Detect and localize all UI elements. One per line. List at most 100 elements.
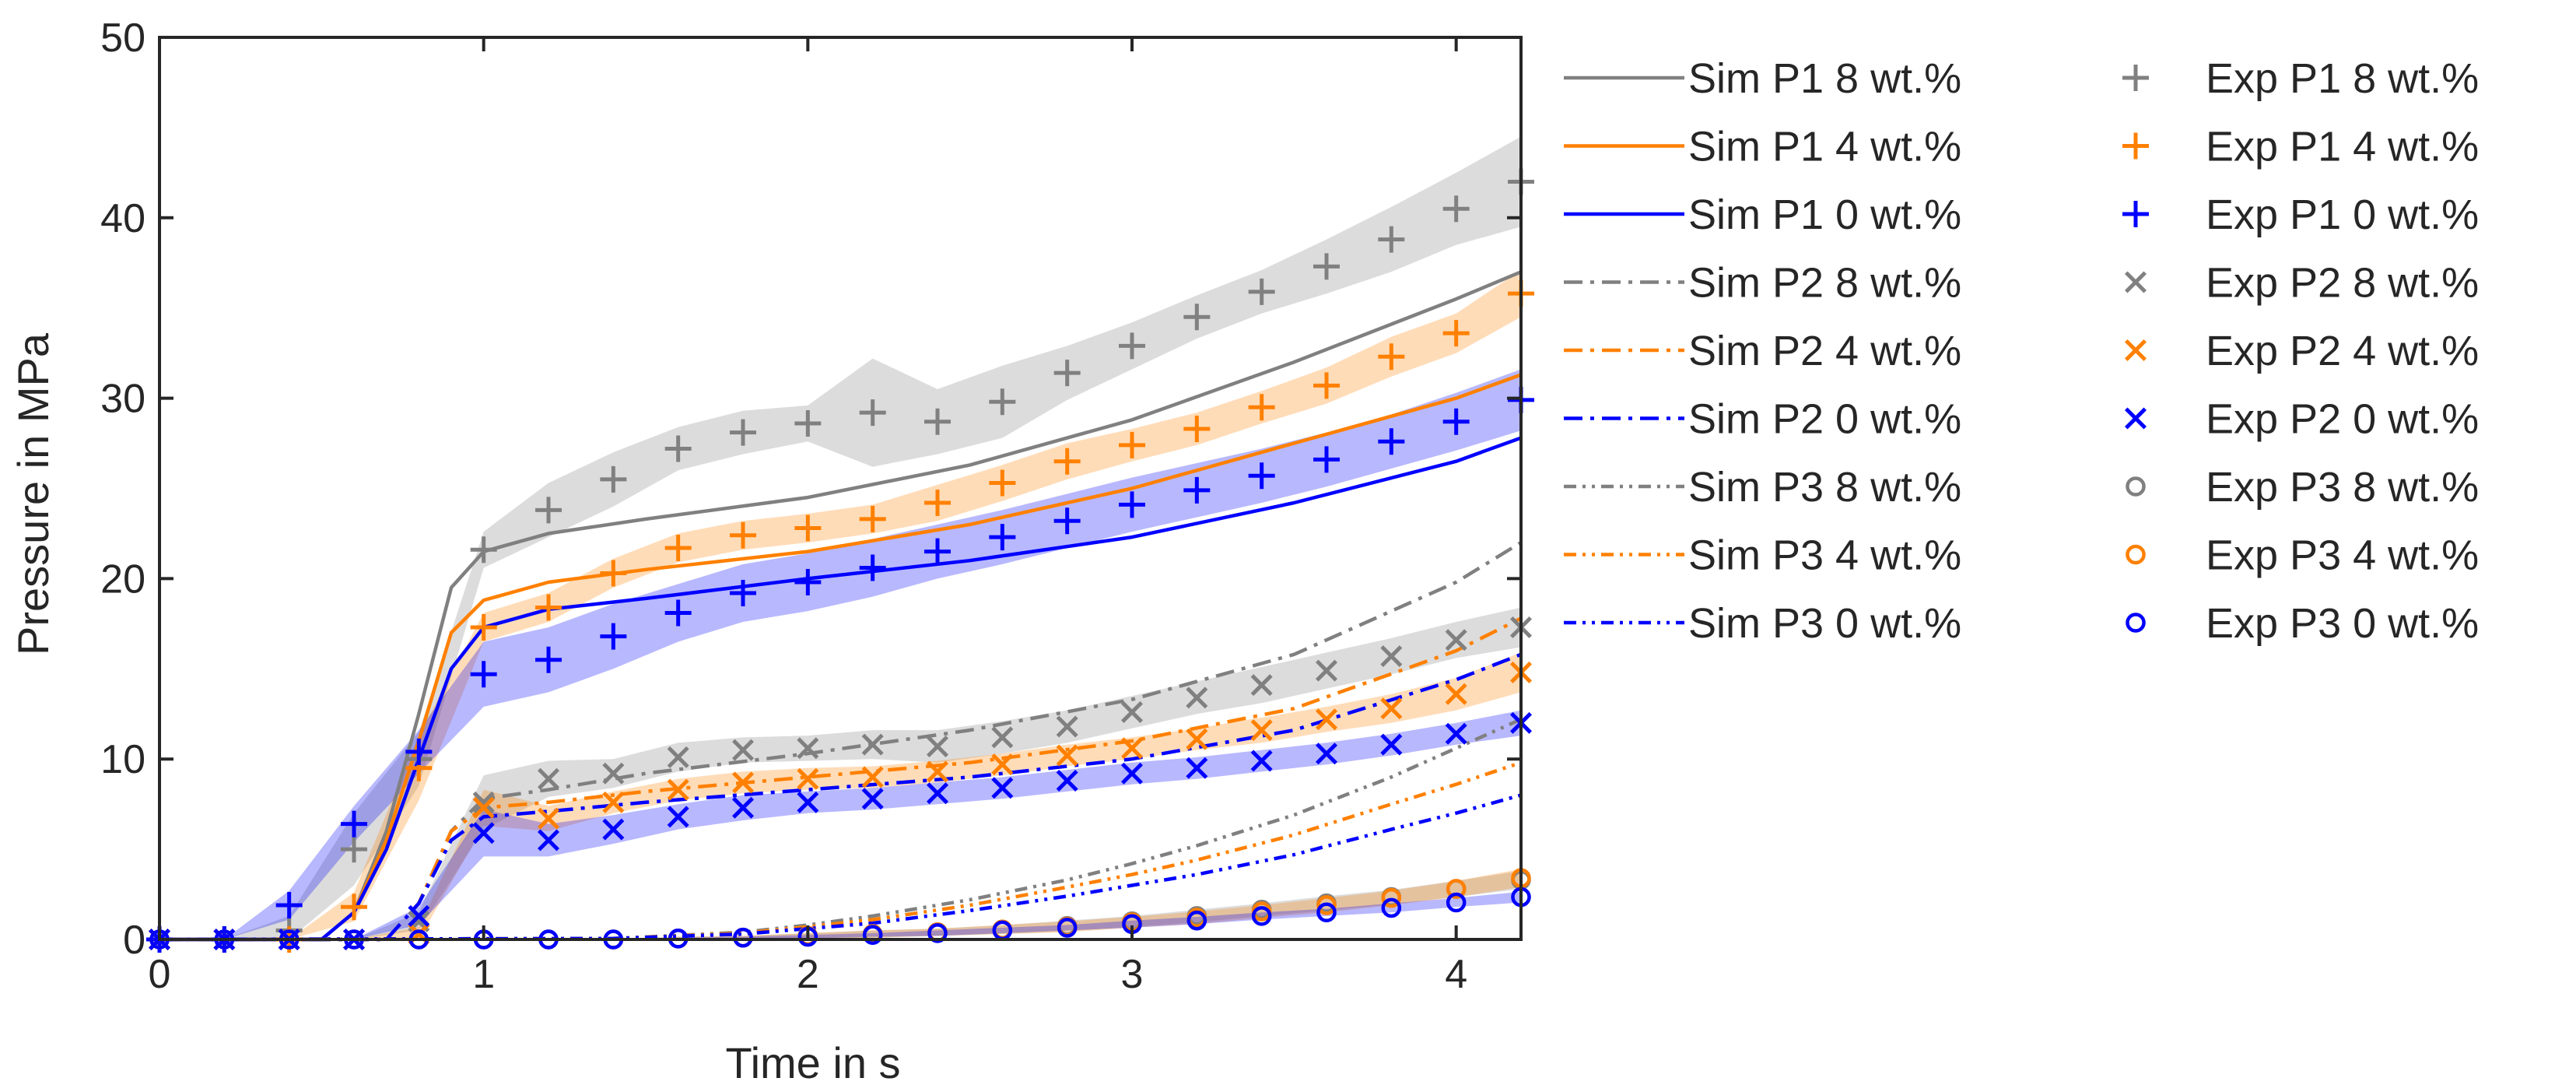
legend-marker bbox=[2122, 132, 2149, 160]
x-tick-label: 1 bbox=[472, 952, 495, 997]
exp-marker bbox=[664, 435, 692, 462]
exp-marker bbox=[1120, 737, 1144, 760]
confidence-band bbox=[159, 870, 1521, 939]
legend-label: Exp P2 0 wt.% bbox=[2206, 396, 2479, 443]
exp-marker bbox=[1442, 408, 1470, 435]
exp-marker bbox=[472, 822, 495, 844]
exp-marker bbox=[667, 806, 689, 828]
y-tick-label: 30 bbox=[100, 377, 145, 422]
exp-marker bbox=[408, 904, 430, 927]
exp-marker bbox=[470, 613, 497, 641]
legend-label: Exp P2 8 wt.% bbox=[2206, 260, 2479, 307]
exp-marker bbox=[600, 560, 627, 587]
exp-marker bbox=[1380, 645, 1403, 668]
legend-marker bbox=[2126, 613, 2146, 633]
exp-marker bbox=[472, 796, 495, 819]
legend-label: Sim P2 0 wt.% bbox=[1688, 396, 1961, 443]
legend-label: Exp P3 8 wt.% bbox=[2206, 464, 2479, 511]
exp-marker bbox=[730, 579, 756, 606]
exp-marker bbox=[926, 782, 949, 805]
exp-marker bbox=[730, 419, 756, 446]
exp-marker bbox=[794, 514, 822, 542]
exp-marker bbox=[1313, 446, 1340, 473]
x-tick-label: 0 bbox=[149, 952, 171, 997]
exp-marker bbox=[1248, 278, 1275, 305]
exp-marker bbox=[535, 646, 562, 673]
y-tick-label: 50 bbox=[100, 16, 145, 61]
exp-marker bbox=[859, 399, 886, 427]
legend-label: Exp P1 4 wt.% bbox=[2206, 124, 2479, 170]
exp-marker bbox=[733, 927, 753, 948]
legend-label: Exp P3 0 wt.% bbox=[2206, 600, 2479, 647]
exp-marker bbox=[602, 818, 625, 841]
exp-marker bbox=[600, 623, 627, 650]
legend-marker bbox=[2122, 201, 2149, 227]
exp-marker bbox=[1446, 879, 1467, 899]
exp-marker bbox=[859, 554, 886, 581]
confidence-band bbox=[159, 270, 1521, 939]
exp-marker bbox=[535, 497, 562, 524]
exp-marker bbox=[924, 408, 951, 435]
exp-marker bbox=[1445, 629, 1467, 651]
exp-marker bbox=[1053, 360, 1081, 387]
exp-marker bbox=[731, 739, 755, 761]
legend-label: Sim P2 8 wt.% bbox=[1688, 260, 1961, 307]
exp-marker bbox=[1056, 715, 1078, 738]
exp-marker bbox=[537, 807, 560, 830]
exp-marker bbox=[1183, 304, 1211, 331]
exp-marker bbox=[794, 569, 822, 596]
exp-marker bbox=[470, 536, 497, 564]
exp-marker bbox=[1315, 708, 1338, 731]
exp-marker bbox=[1442, 320, 1470, 347]
exp-marker bbox=[1316, 902, 1337, 923]
confidence-band bbox=[159, 607, 1521, 939]
exp-marker bbox=[1446, 892, 1467, 913]
exp-marker bbox=[1250, 719, 1273, 742]
exp-marker bbox=[602, 762, 625, 785]
exp-marker bbox=[600, 465, 627, 493]
exp-marker bbox=[667, 746, 689, 768]
x-tick-label: 2 bbox=[797, 952, 819, 997]
exp-marker bbox=[989, 388, 1016, 416]
legend-marker bbox=[2124, 407, 2147, 430]
exp-marker bbox=[1119, 491, 1145, 518]
legend-marker bbox=[2126, 476, 2146, 497]
legend-label: Sim P1 8 wt.% bbox=[1688, 55, 1961, 102]
exp-marker bbox=[989, 469, 1016, 497]
legend-label: Exp P3 4 wt.% bbox=[2206, 532, 2479, 579]
legend-label: Sim P1 4 wt.% bbox=[1688, 124, 1961, 170]
exp-marker bbox=[731, 796, 755, 819]
confidence-band bbox=[159, 891, 1521, 939]
exp-marker bbox=[341, 894, 367, 921]
exp-marker bbox=[1445, 722, 1467, 745]
exp-marker bbox=[1248, 462, 1275, 490]
exp-marker bbox=[405, 738, 433, 765]
exp-marker bbox=[602, 791, 625, 813]
legend-marker bbox=[2122, 65, 2149, 91]
exp-marker bbox=[537, 767, 560, 790]
x-axis-title: Time in s bbox=[725, 1038, 900, 1087]
confidence-band bbox=[159, 869, 1521, 939]
legend-label: Sim P1 0 wt.% bbox=[1688, 191, 1961, 238]
confidence-band bbox=[159, 136, 1521, 939]
exp-marker bbox=[797, 767, 819, 790]
legend-marker bbox=[2126, 544, 2146, 565]
exp-marker bbox=[926, 760, 949, 783]
exp-marker bbox=[861, 766, 884, 788]
exp-marker bbox=[535, 594, 562, 621]
legend-label: Sim P3 4 wt.% bbox=[1688, 532, 1961, 579]
exp-marker bbox=[859, 505, 886, 532]
exp-marker bbox=[1378, 343, 1405, 370]
exp-marker bbox=[1056, 770, 1078, 792]
legend-label: Exp P1 0 wt.% bbox=[2206, 191, 2479, 238]
exp-marker bbox=[991, 726, 1014, 749]
legend-label: Exp P2 4 wt.% bbox=[2206, 328, 2479, 374]
exp-marker bbox=[924, 538, 951, 565]
exp-marker bbox=[1380, 733, 1403, 756]
exp-marker bbox=[1120, 700, 1144, 723]
exp-marker bbox=[1183, 416, 1211, 443]
exp-marker bbox=[730, 521, 756, 549]
plot-content bbox=[159, 136, 1521, 942]
exp-marker bbox=[731, 771, 755, 794]
